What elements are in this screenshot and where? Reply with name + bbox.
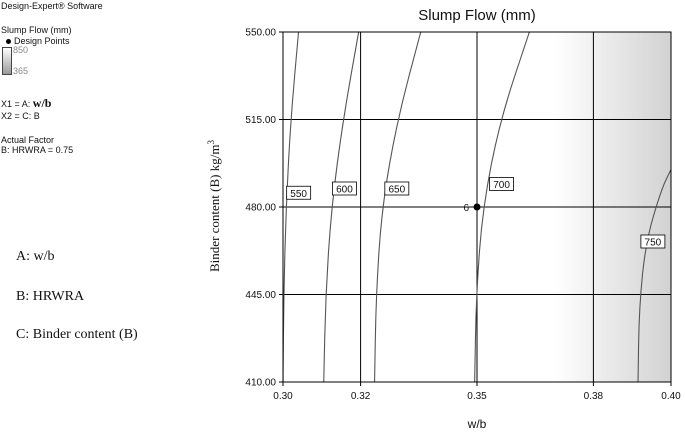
software-name: Design-Expert® Software: [1, 1, 103, 11]
contour-label: 550: [290, 189, 307, 200]
contour-label: 600: [336, 185, 353, 196]
x-axis-label: w/b: [467, 417, 487, 431]
y-axis-label-sup: 3: [206, 140, 216, 145]
contour-line-650: [374, 31, 422, 383]
y-tick-label: 550.00: [245, 28, 276, 39]
x-tick-label: 0.30: [273, 391, 293, 402]
y-axis-label-main: Binder content (B) kg/m: [207, 145, 222, 272]
x-axis: 0.30 0.32 0.35 0.38 0.40: [273, 382, 681, 402]
y-axis: 410.00 445.00 480.00 515.00 550.00: [245, 28, 283, 389]
actual-factor-title: Actual Factor: [1, 135, 55, 145]
contour-label-box: [640, 234, 666, 249]
contour-label: 750: [645, 238, 662, 249]
legend-low: 365: [13, 66, 29, 76]
contour-label-box: [286, 185, 312, 200]
contour-label-box: [489, 177, 514, 191]
contour-line-750: [637, 169, 672, 383]
y-axis-label: Binder content (B) kg/m3: [206, 140, 222, 272]
actual-factor-value: B: HRWRA = 0.75: [1, 145, 74, 155]
y-tick-label: 515.00: [245, 115, 276, 126]
note-c: C: Binder content (B): [16, 327, 138, 342]
design-point-count: 6: [463, 203, 469, 214]
x-tick-label: 0.38: [584, 391, 604, 402]
contour-line-700: [474, 31, 530, 383]
contour-label: 700: [493, 180, 510, 191]
x-tick-label: 0.40: [661, 391, 681, 402]
factor-x1-prefix: X1 = A:: [1, 99, 33, 109]
y-tick-label: 410.00: [245, 378, 276, 389]
legend-response: Slump Flow (mm): [1, 25, 72, 35]
x-tick-label: 0.35: [467, 391, 487, 402]
contour-label: 650: [388, 185, 405, 196]
legend-gradient-bar: [2, 47, 12, 75]
design-point: [473, 203, 481, 211]
contour-label-box: [384, 181, 410, 196]
note-a: A: w/b: [16, 249, 55, 264]
legend-high: 850: [13, 45, 29, 55]
contour-labels: 550 600 650 700 750: [286, 177, 666, 249]
x-tick-label: 0.32: [351, 391, 371, 402]
factor-x1: X1 = A: w/b: [1, 96, 52, 110]
note-b: B: HRWRA: [16, 289, 85, 304]
chart-title: Slump Flow (mm): [418, 7, 536, 24]
design-point-legend-icon: [6, 39, 11, 44]
factor-x2: X2 = C: B: [1, 111, 40, 121]
y-tick-label: 445.00: [245, 290, 276, 301]
factor-x1-name: w/b: [32, 96, 52, 110]
contour-label-box: [332, 181, 357, 196]
legend-design-points: Design Points: [14, 36, 70, 46]
contour-line-600: [323, 31, 360, 383]
y-tick-label: 480.00: [245, 203, 276, 214]
design-points: 6: [463, 203, 481, 214]
